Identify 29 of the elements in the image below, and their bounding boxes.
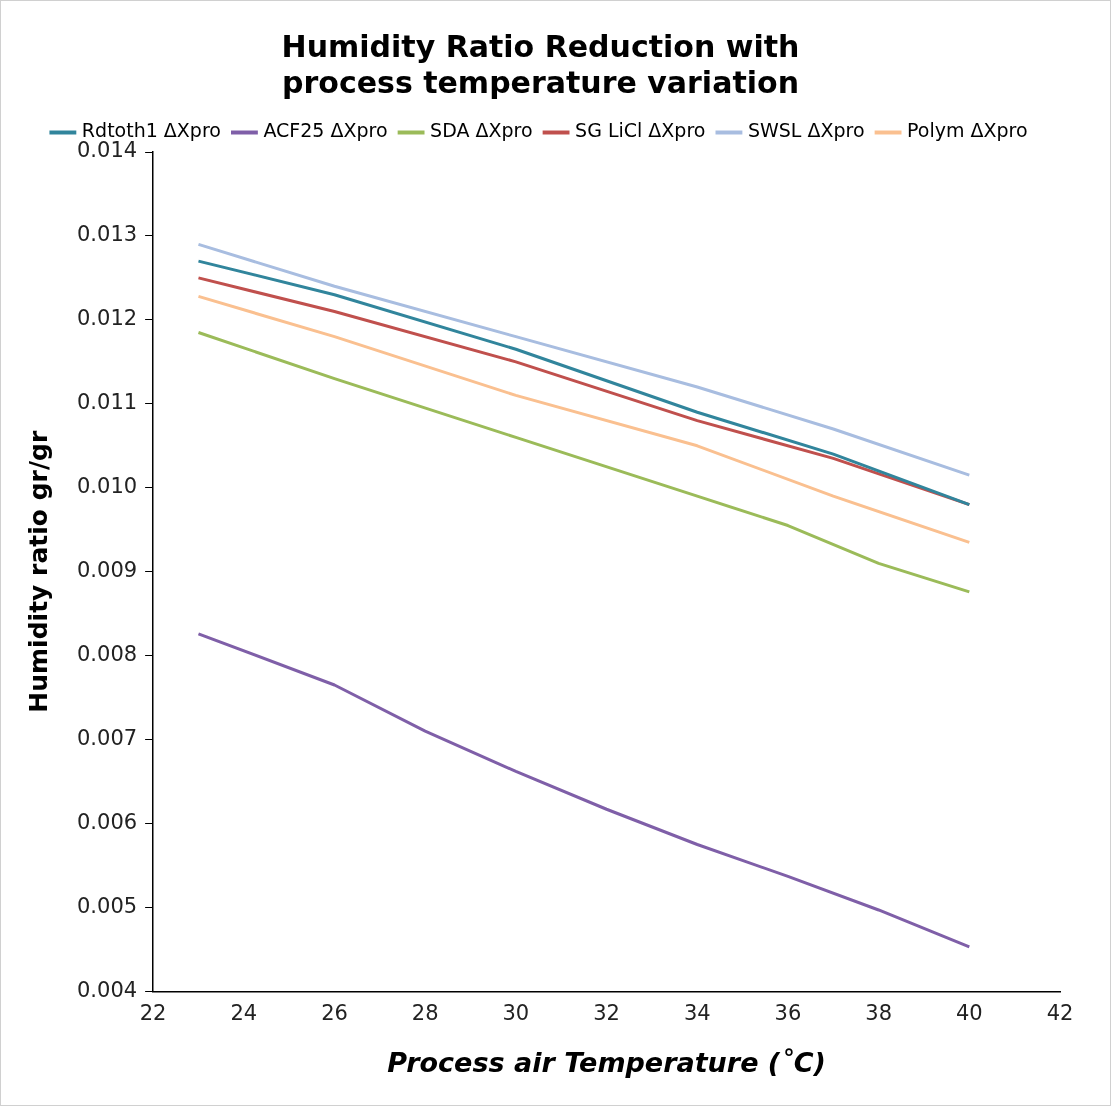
y-tick-label: 0.007 [76, 726, 138, 751]
x-tick-label: 42 [1046, 1001, 1074, 1026]
y-tick-label: 0.012 [76, 306, 138, 331]
y-tick-label: 0.011 [76, 390, 138, 415]
x-tick-label: 26 [321, 1001, 348, 1026]
y-tick-label: 0.005 [76, 893, 138, 918]
x-tick-label: 40 [955, 1001, 983, 1026]
x-axis-title: Process air Temperature (˚C) [387, 1046, 826, 1078]
x-tick-label: 34 [683, 1001, 711, 1026]
chart-title: Humidity Ratio Reduction with process temperature variation [281, 28, 800, 100]
y-tick-label: 0.004 [76, 977, 138, 1002]
legend-label: ACF25 ΔXpro [263, 119, 388, 142]
x-tick-label: 38 [865, 1001, 892, 1026]
x-tick-label: 30 [502, 1001, 530, 1026]
y-tick-label: 0.006 [76, 809, 138, 834]
legend-label: SDA ΔXpro [430, 119, 533, 142]
y-tick-label: 0.009 [76, 558, 138, 583]
legend-label: SWSL ΔXpro [747, 119, 865, 142]
x-tick-label: 28 [411, 1001, 439, 1026]
x-tick-label: 36 [774, 1001, 802, 1026]
y-tick-label: 0.013 [76, 222, 138, 247]
x-tick-label: 22 [139, 1001, 167, 1026]
y-tick-label: 0.010 [76, 474, 138, 499]
y-axis-title: Humidity ratio gr/gr [23, 430, 53, 713]
x-tick-label: 32 [593, 1001, 620, 1026]
legend-label: Polym ΔXpro [907, 119, 1028, 142]
y-tick-label: 0.008 [76, 642, 138, 667]
x-tick-label: 24 [230, 1001, 258, 1026]
legend-label: SG LiCl ΔXpro [575, 119, 706, 142]
